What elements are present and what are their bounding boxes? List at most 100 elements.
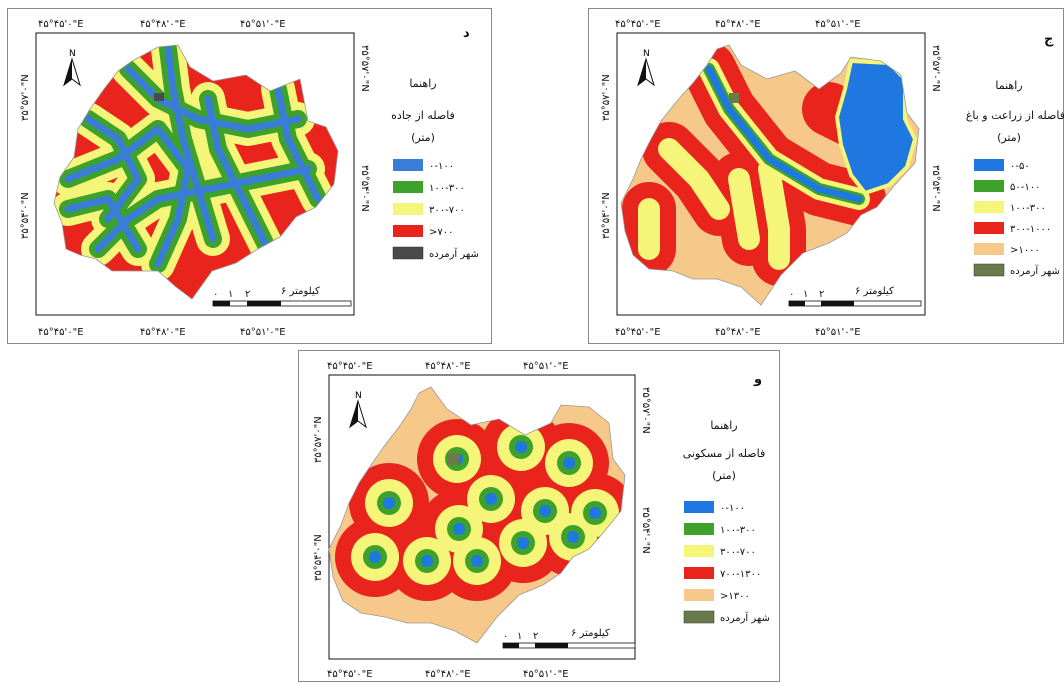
scale-tick-1: ۱ <box>517 631 522 642</box>
legend-swatch <box>974 201 1004 213</box>
map-frame <box>328 374 636 660</box>
scale-tick-0: ۰ <box>503 631 508 642</box>
legend-swatch <box>684 545 714 557</box>
legend-label: ۱۰۰-۳۰۰ <box>720 525 756 536</box>
top-lon-label-2: ۴۵°۴۸'۰"E <box>715 19 761 30</box>
settlement-buffer-ring <box>539 505 551 517</box>
left-lat-label-1: ۳۵°۵۷'۰"N <box>313 416 324 463</box>
city-armardeh-marker <box>447 453 459 465</box>
bottom-lon-label-3: ۴۵°۵۱'۰"E <box>240 327 286 338</box>
road-distance-map-svg: N ۴۵°۴۵'۰"E ۴۵°۴۸'۰"E ۴۵°۵۱'۰"E ۴۵°۴۵'۰"… <box>20 19 479 338</box>
legend-label: ۰-۱۰۰ <box>429 161 454 172</box>
right-lat-label-2: ۳۵°۵۴'۰"N <box>359 165 370 212</box>
legend-label: ۷۰۰-۱۳۰۰ <box>720 569 761 580</box>
left-lat-label-1: ۳۵°۵۷'۰"N <box>601 74 612 121</box>
left-lat-label-2: ۳۵°۵۴'۰"N <box>20 192 31 239</box>
bottom-lon-label-1: ۴۵°۴۵'۰"E <box>38 327 84 338</box>
legend-swatch <box>393 225 423 237</box>
settlement-buffer-ring <box>421 555 433 567</box>
legend-unit: (متر) <box>997 131 1021 144</box>
bottom-lon-label-1: ۴۵°۴۵'۰"E <box>615 327 661 338</box>
legend-unit: (متر) <box>411 131 435 144</box>
bottom-lon-label-3: ۴۵°۵۱'۰"E <box>815 327 861 338</box>
right-lat-label-1: ۳۵°۵۷'۰"N <box>640 387 651 434</box>
scale-bar: ۰ ۱ ۲ کیلومتر ۶ <box>212 286 352 307</box>
top-lon-label-2: ۴۵°۴۸'۰"E <box>140 19 186 30</box>
study-area-boundary <box>53 44 339 300</box>
scale-tick-1: ۱ <box>228 289 233 300</box>
settlement-buffer-ring <box>383 497 395 509</box>
legend-title: فاصله از زراعت و باغ <box>966 109 1064 122</box>
panel-letter: و <box>753 372 762 387</box>
road-distance-zones <box>54 45 338 299</box>
scale-unit: کیلومتر ۶ <box>571 628 610 639</box>
settlement-buffer-ring <box>563 457 575 469</box>
settlement-buffer-ring <box>589 507 601 519</box>
settlement-buffer-ring <box>517 537 529 549</box>
legend-swatch <box>392 246 424 260</box>
legend: راهنما فاصله از زراعت و باغ (متر) ۰-۵۰ ۵۰… <box>966 79 1064 277</box>
study-area-boundary <box>328 386 626 644</box>
legend-label: ۱۰۰-۳۰۰ <box>1010 203 1046 214</box>
north-arrow-icon: N <box>637 49 655 87</box>
left-lat-label-2: ۳۵°۵۴'۰"N <box>601 192 612 239</box>
legend-swatch <box>974 180 1004 192</box>
map-frame <box>616 32 926 316</box>
map-panel-residential-distance: N ۴۵°۴۵'۰"E ۴۵°۴۸'۰"E ۴۵°۵۱'۰"E ۴۵°۴۵'۰"… <box>298 350 780 682</box>
legend-swatch <box>683 610 715 624</box>
right-lat-label-1: ۳۵°۵۷'۰"N <box>359 45 370 92</box>
right-lat-label-2: ۳۵°۵۴'۰"N <box>640 507 651 554</box>
map-panel-road-distance: N ۴۵°۴۵'۰"E ۴۵°۴۸'۰"E ۴۵°۵۱'۰"E ۴۵°۴۵'۰"… <box>7 8 492 344</box>
agriculture-distance-zones <box>621 45 919 305</box>
legend-heading: راهنما <box>409 77 436 90</box>
city-armardeh-marker <box>729 93 739 103</box>
top-lon-label-2: ۴۵°۴۸'۰"E <box>425 361 471 372</box>
legend-swatch <box>974 243 1004 255</box>
legend-label: ۱۰۰-۳۰۰ <box>429 183 465 194</box>
legend-label: ۵۰-۱۰۰ <box>1010 182 1040 193</box>
north-arrow-icon: N <box>63 49 81 87</box>
study-area-boundary <box>620 44 920 306</box>
scale-tick-0: ۰ <box>213 289 218 300</box>
legend-label: شهر آرمرده <box>429 247 479 260</box>
legend-unit: (متر) <box>712 469 736 482</box>
panel-letter: ج <box>1044 32 1054 47</box>
scale-bar: ۰ ۱ ۲ کیلومتر ۶ <box>502 628 636 649</box>
legend-swatch <box>393 203 423 215</box>
legend-swatch <box>393 159 423 171</box>
residential-distance-map-svg: N ۴۵°۴۵'۰"E ۴۵°۴۸'۰"E ۴۵°۵۱'۰"E ۴۵°۴۵'۰"… <box>313 361 770 680</box>
north-label: N <box>69 49 76 59</box>
top-lon-label-1: ۴۵°۴۵'۰"E <box>615 19 661 30</box>
city-armardeh-marker <box>154 93 164 101</box>
legend-title: فاصله از مسکونی <box>683 447 766 460</box>
legend-label: شهر آرمرده <box>1010 264 1060 277</box>
panel-letter: د <box>463 26 470 41</box>
left-lat-label-2: ۳۵°۵۴'۰"N <box>313 534 324 581</box>
legend-label: ۳۰۰-۷۰۰ <box>720 547 756 558</box>
north-label: N <box>355 391 362 401</box>
agriculture-core-area <box>834 58 918 196</box>
map-panel-agriculture-distance: N ۴۵°۴۵'۰"E ۴۵°۴۸'۰"E ۴۵°۵۱'۰"E ۴۵°۴۵'۰"… <box>588 8 1064 344</box>
legend-label: شهر آرمرده <box>720 611 770 624</box>
legend-label: ۳۰۰-۷۰۰ <box>429 205 465 216</box>
north-arrow-icon: N <box>349 391 367 429</box>
legend-title: فاصله از جاده <box>391 109 455 122</box>
right-lat-label-2: ۳۵°۵۴'۰"N <box>930 165 941 212</box>
right-lat-label-1: ۳۵°۵۷'۰"N <box>930 45 941 92</box>
legend-label: >۱۳۰۰ <box>720 591 750 602</box>
scale-bar: ۰ ۱ ۲ کیلومتر ۶ <box>788 286 922 307</box>
settlement-buffer-ring <box>485 493 497 505</box>
agriculture-distance-map-svg: N ۴۵°۴۵'۰"E ۴۵°۴۸'۰"E ۴۵°۵۱'۰"E ۴۵°۴۵'۰"… <box>601 19 1064 338</box>
legend-swatch <box>974 159 1004 171</box>
legend-swatch <box>684 523 714 535</box>
bottom-lon-label-1: ۴۵°۴۵'۰"E <box>327 669 373 680</box>
bottom-lon-label-3: ۴۵°۵۱'۰"E <box>523 669 569 680</box>
legend-swatch <box>684 589 714 601</box>
north-label: N <box>643 49 650 59</box>
top-lon-label-3: ۴۵°۵۱'۰"E <box>815 19 861 30</box>
legend-label: >۷۰۰ <box>429 227 454 238</box>
settlement-buffer-ring <box>453 523 465 535</box>
top-lon-label-1: ۴۵°۴۵'۰"E <box>38 19 84 30</box>
scale-tick-2: ۲ <box>533 631 538 642</box>
top-lon-label-3: ۴۵°۵۱'۰"E <box>240 19 286 30</box>
